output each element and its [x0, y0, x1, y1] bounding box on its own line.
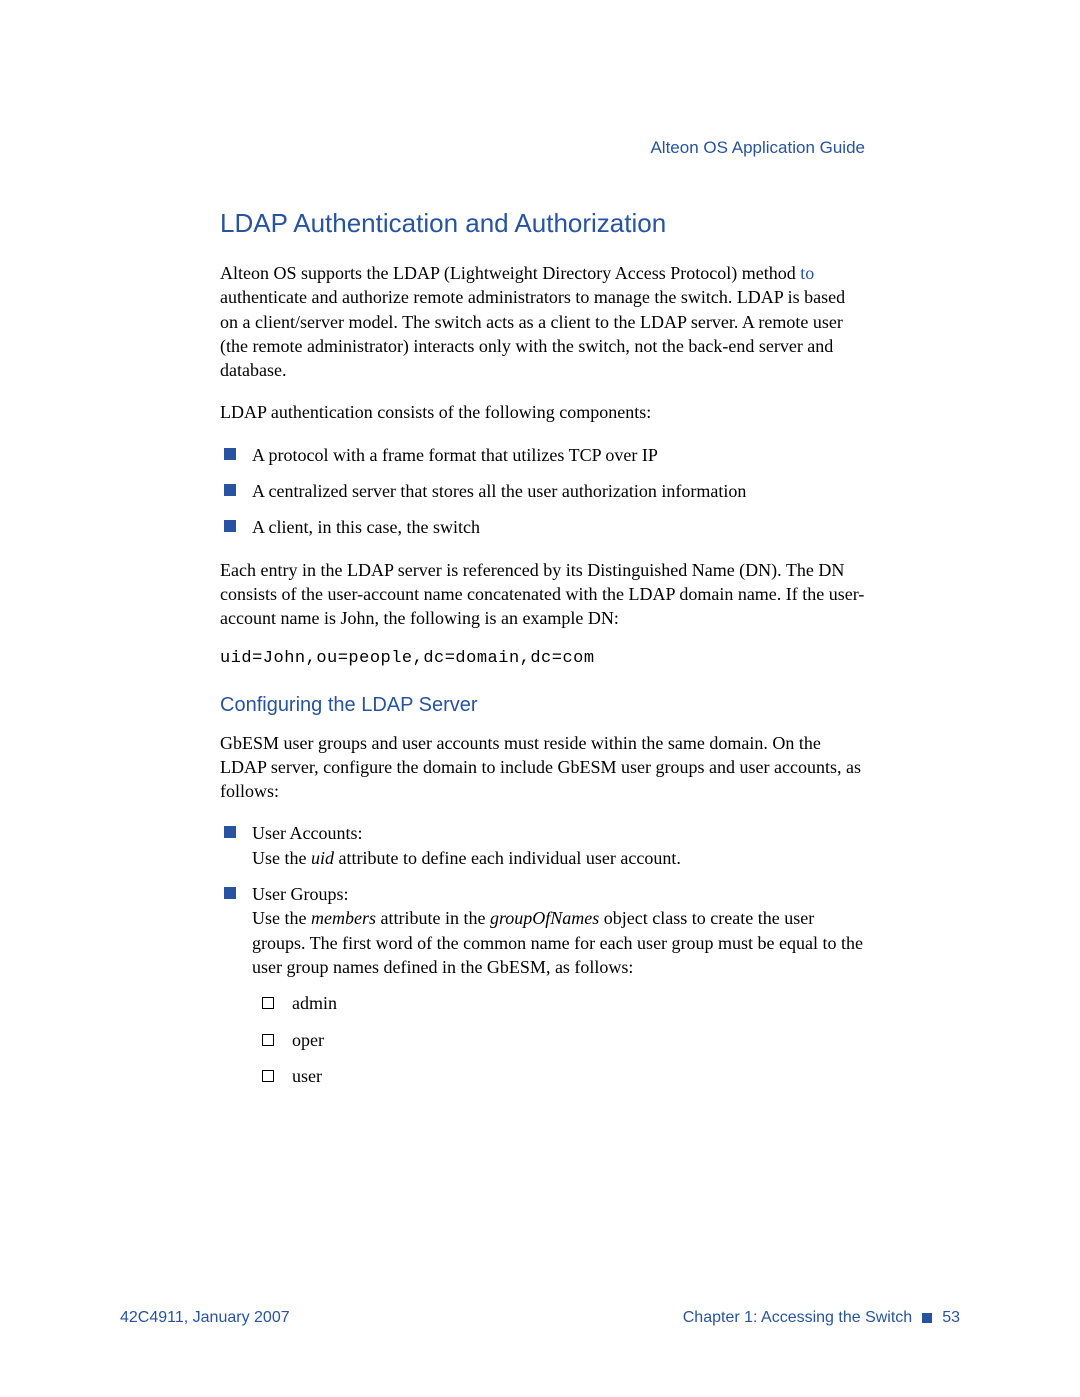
page-footer: 42C4911, January 2007 Chapter 1: Accessi… [120, 1309, 960, 1327]
footer-right: Chapter 1: Accessing the Switch 53 [683, 1309, 960, 1327]
item-body-a: Use the [252, 908, 311, 928]
footer-chapter: Chapter 1: Accessing the Switch [683, 1309, 912, 1327]
list-item-user-groups: User Groups: Use the members attribute i… [220, 882, 865, 1088]
list-item-user-accounts: User Accounts: Use the uid attribute to … [220, 821, 865, 870]
group-name-item: user [262, 1064, 865, 1088]
list-item: A client, in this case, the switch [220, 515, 865, 539]
components-list: A protocol with a frame format that util… [220, 443, 865, 540]
para1-link[interactable]: to [800, 263, 814, 283]
intro-paragraph-2: LDAP authentication consists of the foll… [220, 400, 865, 424]
para1-text-a: Alteon OS supports the LDAP (Lightweight… [220, 263, 800, 283]
group-names-list: admin oper user [262, 991, 865, 1088]
subsection-intro: GbESM user groups and user accounts must… [220, 731, 865, 804]
item-body-b: attribute in the [376, 908, 490, 928]
item-body-b: attribute to define each individual user… [334, 848, 681, 868]
footer-page-number: 53 [942, 1309, 960, 1327]
list-item: A protocol with a frame format that util… [220, 443, 865, 467]
item-head: User Accounts: [252, 821, 865, 845]
item-em: uid [311, 848, 334, 868]
group-name-item: admin [262, 991, 865, 1015]
item-em2: groupOfNames [490, 908, 599, 928]
item-head: User Groups: [252, 882, 865, 906]
subsection-title: Configuring the LDAP Server [220, 694, 865, 717]
footer-left: 42C4911, January 2007 [120, 1309, 290, 1327]
dn-example-code: uid=John,ou=people,dc=domain,dc=com [220, 649, 865, 668]
para1-text-b: authenticate and authorize remote admini… [220, 287, 845, 380]
group-name-item: oper [262, 1028, 865, 1052]
square-bullet-icon [922, 1313, 932, 1323]
intro-paragraph-1: Alteon OS supports the LDAP (Lightweight… [220, 261, 865, 382]
section-title: LDAP Authentication and Authorization [220, 208, 865, 239]
page-content: Alteon OS Application Guide LDAP Authent… [220, 138, 865, 1106]
config-list: User Accounts: Use the uid attribute to … [220, 821, 865, 1088]
item-body-a: Use the [252, 848, 311, 868]
list-item: A centralized server that stores all the… [220, 479, 865, 503]
dn-paragraph: Each entry in the LDAP server is referen… [220, 558, 865, 631]
doc-header-title: Alteon OS Application Guide [220, 138, 865, 158]
item-em1: members [311, 908, 376, 928]
